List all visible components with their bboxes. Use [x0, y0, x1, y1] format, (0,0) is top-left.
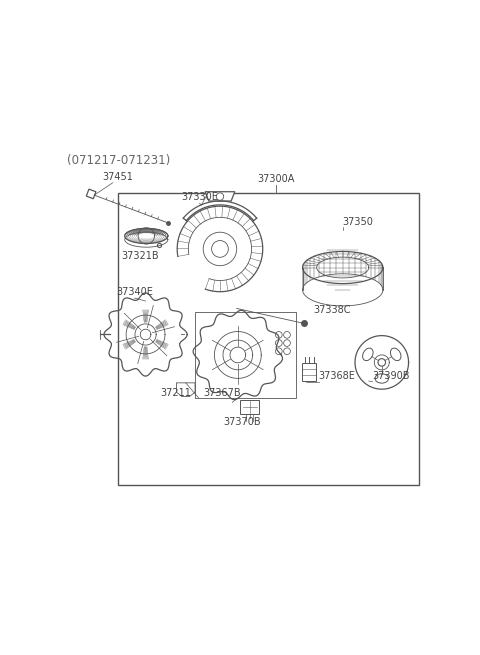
- Bar: [195, 312, 297, 398]
- Ellipse shape: [390, 348, 401, 361]
- Text: 37300A: 37300A: [257, 174, 294, 184]
- Text: 37340E: 37340E: [116, 288, 153, 297]
- Polygon shape: [177, 383, 195, 397]
- Text: 37211: 37211: [160, 388, 191, 398]
- Text: 37451: 37451: [103, 172, 133, 182]
- Polygon shape: [205, 192, 235, 201]
- Circle shape: [378, 359, 385, 366]
- Text: 37321B: 37321B: [121, 251, 159, 261]
- Ellipse shape: [362, 348, 373, 361]
- Polygon shape: [86, 189, 96, 198]
- Text: 37350: 37350: [343, 217, 373, 227]
- Bar: [302, 363, 316, 381]
- Text: 37370B: 37370B: [224, 417, 261, 427]
- Text: (071217-071231): (071217-071231): [67, 154, 171, 167]
- Bar: [118, 193, 419, 485]
- Bar: [240, 400, 259, 415]
- Text: 37367B: 37367B: [203, 388, 240, 398]
- Text: 37338C: 37338C: [313, 305, 350, 315]
- Text: 37390B: 37390B: [372, 371, 410, 381]
- Ellipse shape: [375, 374, 388, 383]
- Text: 37330E: 37330E: [181, 193, 218, 202]
- Text: 37368E: 37368E: [319, 371, 355, 381]
